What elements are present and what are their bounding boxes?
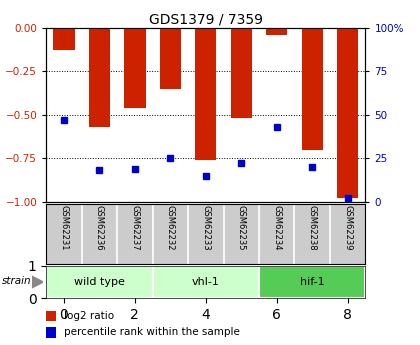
Bar (302, 28, 323, 150)
Bar (195, 28, 216, 160)
Bar (266, 28, 287, 34)
Bar (46, 311, 56, 322)
Text: GSM62235: GSM62235 (237, 205, 246, 251)
Text: GSM62233: GSM62233 (201, 205, 210, 251)
Text: percentile rank within the sample: percentile rank within the sample (64, 327, 240, 337)
Text: GSM62231: GSM62231 (60, 205, 68, 251)
Polygon shape (32, 276, 43, 288)
Bar (152, 266, 259, 298)
Text: GSM62237: GSM62237 (130, 205, 139, 251)
Bar (160, 28, 181, 89)
Text: vhl-1: vhl-1 (192, 277, 220, 287)
Text: GSM62232: GSM62232 (166, 205, 175, 251)
Bar (53, 28, 75, 50)
Text: hif-1: hif-1 (300, 277, 325, 287)
Bar (46, 327, 56, 337)
Text: log2 ratio: log2 ratio (64, 311, 114, 321)
Text: GSM62239: GSM62239 (343, 205, 352, 251)
Bar (259, 266, 365, 298)
Bar (231, 28, 252, 118)
Text: strain: strain (2, 276, 32, 286)
Title: GDS1379 / 7359: GDS1379 / 7359 (149, 12, 263, 27)
Bar (89, 28, 110, 127)
Bar (337, 28, 358, 198)
Text: GSM62236: GSM62236 (95, 205, 104, 251)
Text: GSM62238: GSM62238 (308, 205, 317, 251)
Text: wild type: wild type (74, 277, 125, 287)
Bar (124, 28, 145, 108)
Text: GSM62234: GSM62234 (272, 205, 281, 251)
Bar (46, 266, 152, 298)
